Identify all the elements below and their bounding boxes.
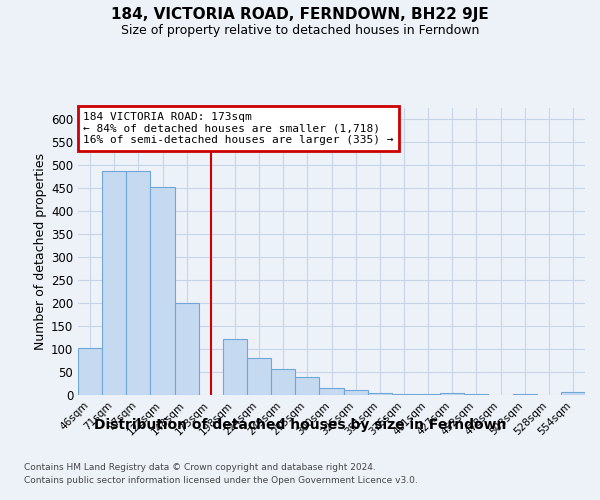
- Bar: [319, 388, 344, 395]
- Bar: [223, 339, 247, 395]
- Bar: [392, 394, 416, 395]
- Bar: [78, 348, 102, 395]
- Bar: [464, 394, 488, 395]
- Text: 184, VICTORIA ROAD, FERNDOWN, BH22 9JE: 184, VICTORIA ROAD, FERNDOWN, BH22 9JE: [111, 6, 489, 22]
- Bar: [440, 392, 464, 395]
- Bar: [368, 392, 392, 395]
- Text: 184 VICTORIA ROAD: 173sqm
← 84% of detached houses are smaller (1,718)
16% of se: 184 VICTORIA ROAD: 173sqm ← 84% of detac…: [83, 112, 394, 145]
- Bar: [247, 358, 271, 395]
- Bar: [561, 392, 585, 395]
- Text: Size of property relative to detached houses in Ferndown: Size of property relative to detached ho…: [121, 24, 479, 37]
- Text: Distribution of detached houses by size in Ferndown: Distribution of detached houses by size …: [94, 418, 506, 432]
- Bar: [295, 376, 319, 395]
- Bar: [344, 390, 368, 395]
- Bar: [512, 394, 537, 395]
- Bar: [175, 303, 199, 395]
- Y-axis label: Number of detached properties: Number of detached properties: [34, 153, 47, 350]
- Bar: [151, 187, 175, 395]
- Text: Contains HM Land Registry data © Crown copyright and database right 2024.: Contains HM Land Registry data © Crown c…: [24, 462, 376, 471]
- Text: Contains public sector information licensed under the Open Government Licence v3: Contains public sector information licen…: [24, 476, 418, 485]
- Bar: [271, 369, 295, 395]
- Bar: [102, 171, 126, 395]
- Bar: [126, 171, 151, 395]
- Bar: [416, 394, 440, 395]
